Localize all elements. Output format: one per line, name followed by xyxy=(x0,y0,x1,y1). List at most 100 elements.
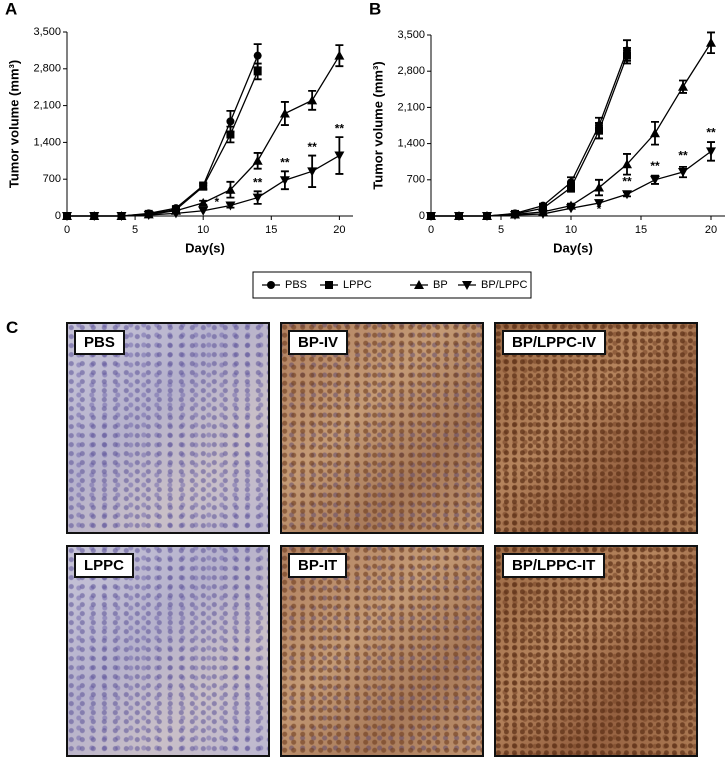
annotation: ** xyxy=(335,121,345,135)
y-tick-label: 2,800 xyxy=(33,63,61,75)
panel-letter: A xyxy=(5,0,17,18)
histology-image: PBS xyxy=(66,322,270,534)
marker xyxy=(198,197,209,207)
image-label: LPPC xyxy=(74,553,135,578)
marker xyxy=(594,182,604,192)
x-tick-label: 0 xyxy=(428,224,434,236)
legend-marker xyxy=(462,281,472,290)
y-tick-label: 2,100 xyxy=(33,100,61,112)
x-tick-label: 10 xyxy=(565,224,577,236)
y-tick-label: 700 xyxy=(43,173,61,185)
histology-image: BP-IV xyxy=(280,322,484,534)
series-line xyxy=(67,55,340,217)
y-tick-label: 0 xyxy=(55,210,61,222)
marker xyxy=(226,117,235,126)
histology-image: LPPC xyxy=(66,545,270,757)
x-tick-label: 20 xyxy=(705,224,717,236)
legend-label: BP/LPPC xyxy=(481,279,528,291)
marker xyxy=(622,159,632,169)
x-tick-label: 20 xyxy=(333,224,345,236)
y-tick-label: 700 xyxy=(407,174,425,186)
charts: A 0 700 1,400 2,100 2,800 3,500 0 5 10 15 20 Day(s) T… xyxy=(5,0,725,299)
histology-image: BP/LPPC-IV xyxy=(494,322,698,534)
x-tick-label: 15 xyxy=(635,224,647,236)
annotation: ** xyxy=(307,140,317,154)
y-tick-label: 1,400 xyxy=(397,138,425,150)
marker xyxy=(510,210,520,220)
x-tick-label: 5 xyxy=(132,224,138,236)
marker xyxy=(116,212,127,221)
marker xyxy=(538,209,548,219)
marker xyxy=(199,182,208,191)
marker xyxy=(253,51,262,60)
marker xyxy=(279,108,290,118)
marker xyxy=(595,126,603,135)
marker xyxy=(225,184,236,194)
y-tick-label: 0 xyxy=(419,210,425,222)
marker xyxy=(334,50,345,60)
x-axis-label: Day(s) xyxy=(553,240,593,255)
x-tick-label: 15 xyxy=(265,224,277,236)
image-label: BP-IT xyxy=(288,553,348,578)
marker xyxy=(650,175,660,185)
marker xyxy=(566,204,576,214)
marker xyxy=(307,167,318,177)
x-axis-label: Day(s) xyxy=(185,240,225,255)
annotation: ** xyxy=(706,125,716,139)
annotation: ** xyxy=(678,149,688,163)
annotation: * xyxy=(214,195,219,209)
marker xyxy=(143,210,154,220)
legend-marker xyxy=(414,280,424,289)
marker xyxy=(253,67,262,76)
legend-marker xyxy=(325,281,333,289)
marker xyxy=(623,51,631,60)
y-tick-label: 2,800 xyxy=(397,65,425,77)
annotation: ** xyxy=(280,156,290,170)
legend-marker xyxy=(267,281,275,289)
image-label: BP/LPPC-IT xyxy=(502,553,606,578)
marker xyxy=(650,128,660,138)
x-tick-label: 5 xyxy=(498,224,504,236)
y-tick-label: 1,400 xyxy=(33,136,61,148)
marker xyxy=(622,190,632,200)
marker xyxy=(62,212,72,221)
marker xyxy=(594,199,604,209)
marker xyxy=(252,193,263,203)
marker xyxy=(482,212,492,221)
y-axis-label: Tumor volume (mm³) xyxy=(370,61,385,189)
y-tick-label: 3,500 xyxy=(33,26,61,38)
x-tick-label: 10 xyxy=(197,224,209,236)
histology-image: BP-IT xyxy=(280,545,484,757)
image-label: BP-IV xyxy=(288,330,349,355)
annotation: * xyxy=(597,202,602,216)
annotation: ** xyxy=(622,175,632,189)
histology-image: BP/LPPC-IT xyxy=(494,545,698,757)
marker xyxy=(678,168,688,178)
image-label: PBS xyxy=(74,330,125,355)
legend-box xyxy=(252,271,532,299)
marker xyxy=(706,37,716,47)
panel-letter: B xyxy=(369,0,381,18)
marker xyxy=(198,206,209,216)
marker xyxy=(426,212,436,221)
legend-label: LPPC xyxy=(343,279,372,291)
marker xyxy=(678,81,688,91)
image-label: BP/LPPC-IV xyxy=(502,330,607,355)
marker xyxy=(706,147,716,157)
marker xyxy=(279,176,290,186)
panel-letter: C xyxy=(6,318,19,337)
marker xyxy=(89,212,100,221)
marker xyxy=(567,183,575,192)
y-axis-label: Tumor volume (mm³) xyxy=(6,60,21,188)
marker xyxy=(170,209,181,219)
annotation: ** xyxy=(253,176,263,190)
marker xyxy=(225,201,236,211)
marker xyxy=(454,212,464,221)
marker xyxy=(226,130,235,139)
y-tick-label: 2,100 xyxy=(397,101,425,113)
legend-label: BP xyxy=(433,279,448,291)
x-tick-label: 0 xyxy=(64,224,70,236)
marker xyxy=(334,151,345,161)
marker xyxy=(252,155,263,165)
